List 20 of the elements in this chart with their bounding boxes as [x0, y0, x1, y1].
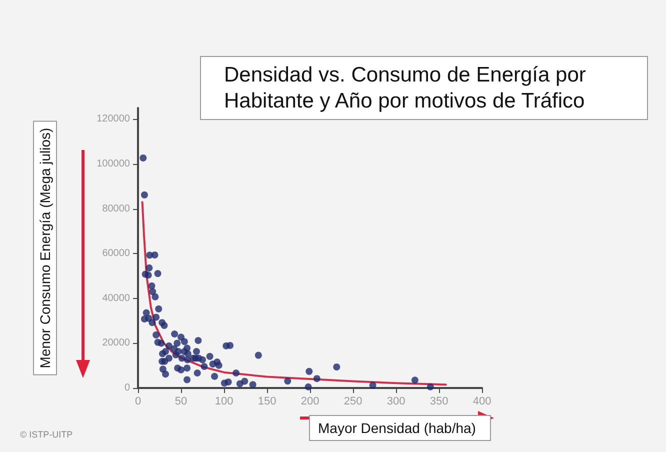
- x-tick-label: 0: [134, 396, 142, 408]
- y-tick-label: 80000: [102, 203, 130, 214]
- text: © ISTP-UITP: [20, 430, 73, 440]
- x-tick-label: 50: [174, 396, 188, 408]
- x-tick-label: 400: [472, 396, 492, 408]
- chart-title: Densidad vs. Consumo de Energía por Habitante y Año por motivos de Tráfico: [224, 64, 592, 112]
- y-tick-label: 100000: [96, 158, 130, 170]
- y-tick-label: 20000: [102, 338, 130, 349]
- x-tick-label: 100: [214, 396, 234, 408]
- x-tick-label: 300: [386, 396, 406, 408]
- y-tick-label: 40000: [102, 292, 130, 304]
- y-tick-label: 120000: [96, 114, 130, 125]
- y-tick-label: 0: [124, 382, 130, 394]
- x-tick-label: 150: [258, 396, 276, 408]
- x-tick-label: 200: [300, 396, 320, 408]
- line-series: [141, 201, 447, 386]
- x-tick-label: 250: [344, 396, 362, 408]
- y-tick-label: 60000: [102, 248, 130, 260]
- y-axis-title: Menor Consumo Energía (Mega julios): [37, 128, 53, 368]
- x-tick-label: 350: [430, 396, 448, 408]
